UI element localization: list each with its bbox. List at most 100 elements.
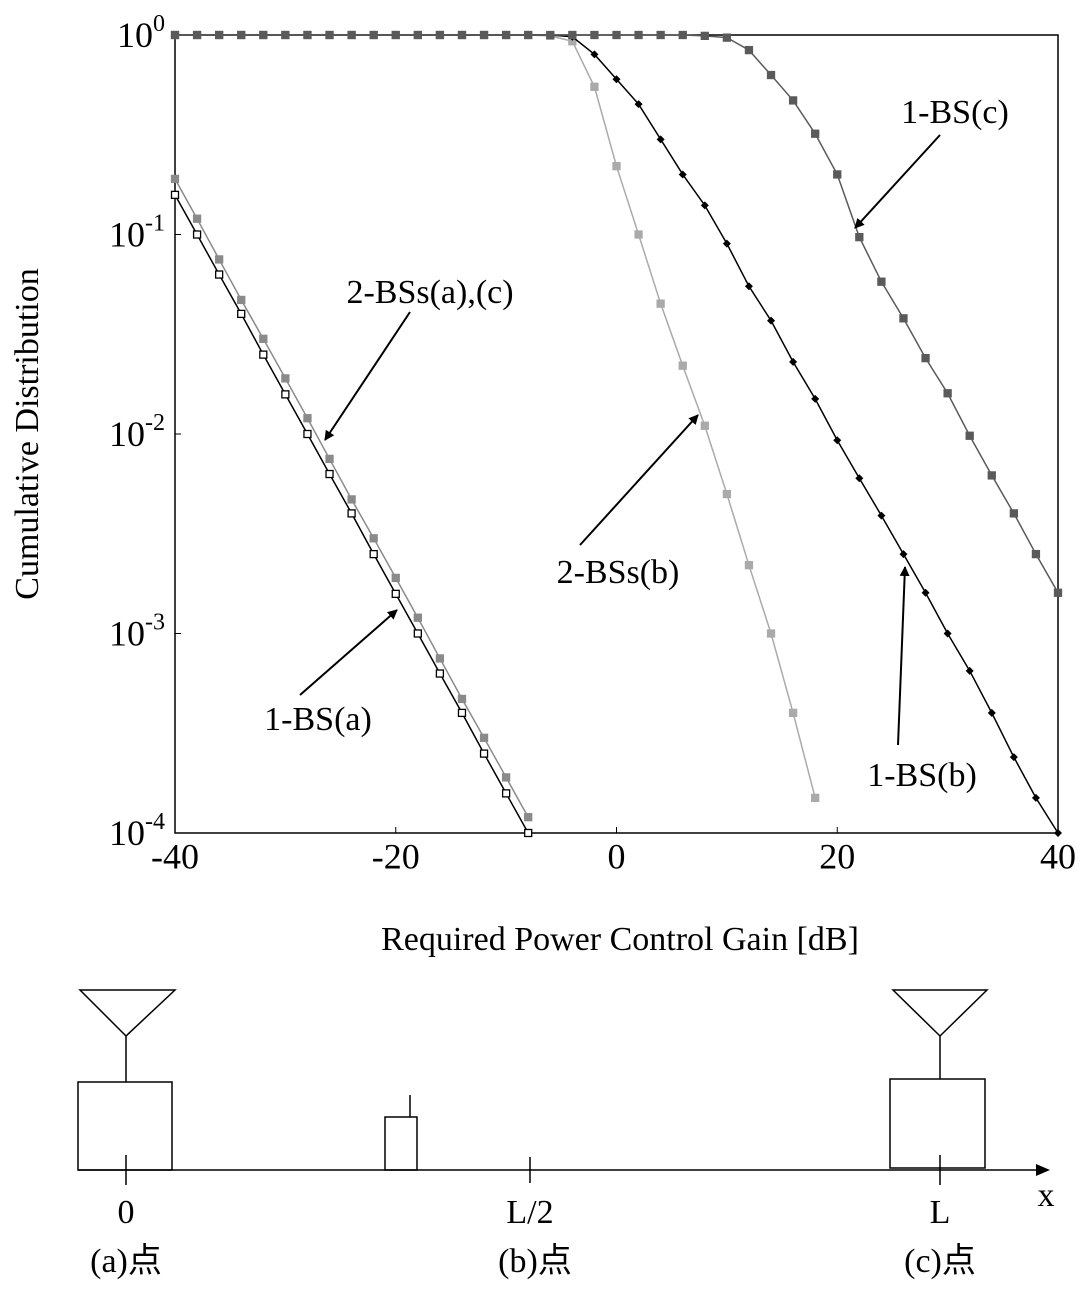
series-line [175, 34, 816, 799]
marker [303, 30, 312, 40]
position-label: 0 [118, 1194, 135, 1231]
point-label: (a)点 [90, 1242, 162, 1280]
marker [855, 232, 864, 242]
marker [546, 30, 555, 40]
marker [965, 666, 974, 675]
marker [1031, 549, 1041, 559]
x-tick-label: 40 [1040, 836, 1076, 876]
marker [347, 509, 356, 518]
marker [590, 82, 599, 91]
marker [192, 230, 202, 239]
marker [457, 694, 467, 704]
marker [237, 309, 246, 319]
marker [259, 30, 268, 40]
marker [590, 30, 599, 40]
marker [524, 30, 533, 40]
marker [811, 129, 820, 138]
axis-name: x [1038, 1177, 1055, 1214]
marker [612, 75, 621, 84]
position-label: L/2 [506, 1194, 553, 1231]
marker [899, 314, 908, 323]
x-tick-label: 0 [608, 836, 626, 876]
annotation: 1-BS(b) [867, 757, 977, 794]
marker [170, 30, 180, 40]
marker [369, 30, 378, 40]
point-label: (c)点 [904, 1242, 976, 1280]
marker [369, 534, 378, 543]
marker [788, 708, 798, 718]
position-label: L [930, 1194, 951, 1231]
marker [347, 30, 356, 40]
marker [303, 414, 312, 423]
y-tick-label: 10-1 [109, 210, 165, 255]
marker [479, 30, 489, 40]
marker [369, 549, 378, 559]
marker [1009, 753, 1018, 762]
marker [678, 170, 687, 179]
y-tick-label: 100 [117, 11, 165, 56]
marker [634, 30, 643, 40]
marker [722, 239, 731, 248]
x-tick-label: -20 [372, 836, 420, 876]
marker [413, 613, 422, 622]
marker [568, 30, 577, 40]
marker [457, 708, 467, 718]
marker [656, 299, 665, 308]
marker [214, 30, 224, 40]
point-label: (b)点 [498, 1242, 572, 1280]
marker [678, 361, 687, 370]
annotation: 2-BSs(b) [557, 554, 680, 591]
marker [788, 96, 798, 105]
marker [214, 255, 224, 264]
marker [391, 30, 400, 40]
axis-arrow [1036, 1164, 1050, 1176]
marker [877, 277, 886, 286]
antenna [78, 989, 177, 1038]
marker [413, 30, 422, 40]
marker [391, 573, 400, 583]
marker [833, 436, 842, 445]
marker [479, 733, 489, 742]
marker [811, 793, 820, 803]
marker [259, 350, 268, 359]
marker [413, 629, 422, 638]
marker [766, 629, 776, 638]
marker [170, 190, 180, 200]
marker [214, 270, 224, 279]
annotation-arrow [299, 609, 398, 696]
marker [700, 201, 709, 210]
marker [987, 471, 996, 480]
marker [281, 390, 290, 399]
marker [237, 295, 246, 305]
marker [479, 749, 489, 758]
marker [325, 30, 334, 40]
marker [1009, 509, 1018, 518]
marker [855, 474, 864, 483]
marker [391, 589, 400, 599]
marker [656, 135, 665, 144]
marker [656, 30, 665, 40]
annotation-arrow [897, 566, 910, 746]
marker [767, 316, 776, 325]
marker [833, 170, 842, 179]
marker [192, 30, 202, 40]
marker [192, 214, 202, 223]
marker [965, 431, 974, 440]
mobile-station [384, 1116, 418, 1171]
marker [634, 100, 643, 109]
marker [921, 353, 930, 363]
diagram: 0 L/2 L x (a)点 (b)点 (c)点 [77, 989, 1055, 1280]
marker [501, 30, 511, 40]
annotation: 2-BSs(a),(c) [346, 274, 513, 311]
annotation: 1-BS(c) [901, 94, 1009, 131]
annotation-arrow [854, 134, 941, 229]
marker [237, 30, 246, 40]
marker [634, 230, 643, 239]
marker [524, 813, 533, 822]
marker [259, 334, 268, 343]
marker [1031, 793, 1040, 802]
antenna [891, 989, 989, 1038]
y-tick-label: 10-4 [109, 809, 165, 854]
marker [899, 550, 908, 559]
base-station [77, 1081, 173, 1171]
